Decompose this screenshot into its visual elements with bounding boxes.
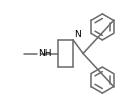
- Text: N: N: [74, 30, 80, 39]
- Text: NH: NH: [38, 49, 51, 58]
